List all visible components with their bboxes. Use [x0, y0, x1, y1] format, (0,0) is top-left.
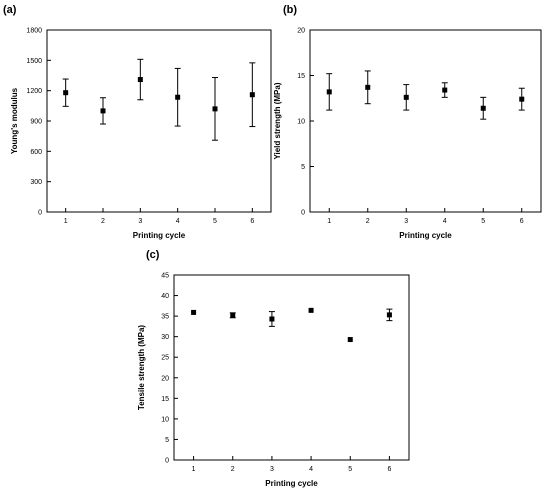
- x-tick-label: 4: [443, 218, 447, 225]
- data-point: [249, 92, 255, 98]
- y-tick-label: 0: [38, 210, 42, 217]
- x-axis-title: Printing cycle: [399, 231, 452, 240]
- data-point: [191, 309, 197, 315]
- y-tick-label: 1500: [26, 58, 42, 65]
- data-point: [386, 312, 392, 318]
- data-point: [480, 105, 486, 111]
- y-tick-label: 300: [30, 179, 42, 186]
- y-tick-label: 20: [297, 28, 305, 35]
- data-point: [137, 77, 143, 83]
- panel-a: (a) 1 2 3 4 5 6 0 300 600 900 1200 1500 1800 Printing …: [3, 4, 272, 240]
- y-tick-label: 1200: [26, 88, 42, 95]
- y-tick-label: 30: [161, 334, 169, 341]
- x-tick-label: 6: [520, 218, 524, 225]
- x-tick-label: 5: [481, 218, 485, 225]
- y-tick-label: 5: [301, 164, 305, 171]
- panel-b: (b) 1 2 3 4 5 6 0 5 10 15 20 Printing cycle Yield str…: [273, 4, 542, 240]
- x-tick-label: 5: [348, 466, 352, 473]
- y-axis-title: Yield strength (MPa): [273, 82, 282, 159]
- y-axis-title: Young's modulus: [10, 87, 19, 154]
- y-tick-label: 20: [161, 375, 169, 382]
- y-tick-label: 600: [30, 149, 42, 156]
- y-tick-label: 25: [161, 355, 169, 362]
- panel-label: (a): [3, 4, 17, 16]
- y-tick-label: 35: [161, 314, 169, 321]
- x-tick-label: 1: [327, 218, 331, 225]
- data-point: [403, 94, 409, 100]
- data-point: [63, 90, 69, 96]
- y-tick-label: 5: [165, 437, 169, 444]
- x-tick-label: 2: [366, 218, 370, 225]
- data-point: [365, 84, 371, 90]
- y-tick-label: 15: [161, 396, 169, 403]
- panel-label: (b): [283, 4, 297, 16]
- data-point: [100, 108, 106, 114]
- x-tick-label: 4: [309, 466, 313, 473]
- y-tick-label: 1800: [26, 28, 42, 35]
- data-point: [308, 307, 314, 313]
- data-point: [519, 96, 525, 102]
- x-tick-label: 3: [270, 466, 274, 473]
- x-tick-label: 6: [250, 218, 254, 225]
- data-point: [326, 89, 332, 95]
- data-point: [442, 87, 448, 93]
- x-tick-label: 2: [231, 466, 235, 473]
- x-tick-label: 3: [138, 218, 142, 225]
- y-tick-label: 15: [297, 73, 305, 80]
- x-tick-label: 6: [387, 466, 391, 473]
- x-tick-label: 2: [101, 218, 105, 225]
- panel-label: (c): [146, 249, 160, 261]
- data-point: [212, 106, 218, 112]
- x-tick-label: 4: [176, 218, 180, 225]
- y-tick-label: 10: [161, 416, 169, 423]
- data-point: [230, 312, 236, 318]
- x-axis-title: Printing cycle: [265, 479, 318, 488]
- plot-frame: [173, 274, 410, 461]
- y-tick-label: 45: [161, 273, 169, 280]
- x-tick-label: 1: [64, 218, 68, 225]
- y-tick-label: 10: [297, 119, 305, 126]
- y-tick-label: 0: [165, 458, 169, 465]
- x-tick-label: 5: [213, 218, 217, 225]
- data-point: [347, 337, 353, 343]
- data-point: [175, 94, 181, 100]
- x-tick-label: 1: [192, 466, 196, 473]
- y-tick-label: 0: [301, 210, 305, 217]
- x-axis-title: Printing cycle: [133, 231, 186, 240]
- y-tick-label: 40: [161, 293, 169, 300]
- x-tick-label: 3: [404, 218, 408, 225]
- y-tick-label: 900: [30, 119, 42, 126]
- y-axis-title: Tensile strength (MPa): [137, 325, 146, 411]
- data-point: [269, 316, 275, 322]
